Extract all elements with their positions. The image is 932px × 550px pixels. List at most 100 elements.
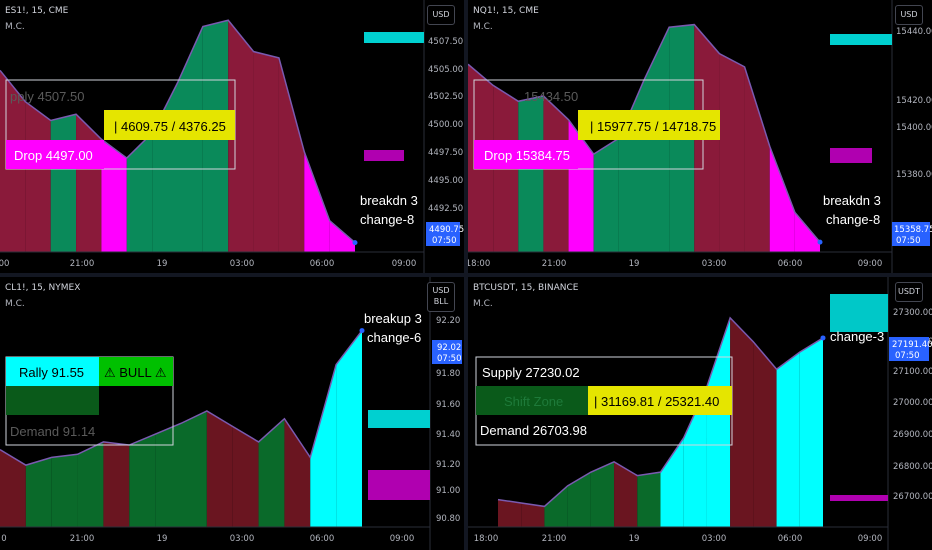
nq-y-ticks: 15440.00 15420.00 15400.00 15380.00 — [896, 27, 932, 180]
cl-area-segment — [181, 411, 207, 527]
btc-area-segment — [498, 499, 522, 527]
btc-shift-box — [476, 386, 588, 415]
cl-area-segment — [310, 364, 337, 527]
cl-indicator[interactable]: M.C. — [5, 299, 25, 309]
btc-area-segment — [614, 461, 638, 527]
es-symbol[interactable]: ES1!, 15, CME — [5, 6, 69, 16]
es-area-segment — [50, 114, 77, 252]
nq-area-segment — [744, 66, 770, 252]
chart-cl-svg[interactable]: Rally 91.55 ⚠ BULL ⚠ Demand 91.14 breaku… — [0, 277, 464, 550]
btc-demand-zone — [830, 495, 888, 501]
chart-btc-svg[interactable]: Supply 27230.02 Shift Zone | 31169.81 / … — [468, 277, 932, 550]
nq-area — [468, 23, 823, 253]
cl-y-tick-label: 92.20 — [436, 316, 460, 326]
cl-x-tick-label: 06:00 — [310, 534, 335, 544]
cl-currency-button[interactable]: USD BLL — [427, 282, 455, 312]
btc-area-segment — [521, 503, 545, 527]
cl-mid-box — [6, 386, 99, 415]
nq-area-segment — [593, 138, 619, 252]
es-indicator[interactable]: M.C. — [5, 22, 25, 32]
es-area-segment — [304, 151, 330, 252]
nq-y-tick-label: 15380.00 — [896, 170, 932, 180]
es-drop-box — [6, 140, 104, 169]
chart-panel-nq[interactable]: 15434.50 Drop 15384.75 | 15977.75 / 1471… — [468, 0, 932, 273]
chart-es-svg[interactable]: pply 4507.50 Drop 4497.00 | 4609.75 / 43… — [0, 0, 464, 273]
es-area-segment — [101, 139, 127, 252]
cl-area-segment — [25, 457, 52, 527]
nq-x-tick-label: 09:00 — [858, 259, 883, 269]
es-y-tick-label: 4505.00 — [428, 65, 463, 75]
chart-panel-es[interactable]: pply 4507.50 Drop 4497.00 | 4609.75 / 43… — [0, 0, 464, 273]
cl-y-tick-label: 91.80 — [436, 369, 460, 379]
cl-demand-zone — [368, 470, 430, 500]
cl-axis-bg — [430, 277, 464, 550]
cl-area — [0, 328, 365, 527]
chart-panel-btc[interactable]: Supply 27230.02 Shift Zone | 31169.81 / … — [468, 277, 932, 550]
btc-x-tick-label: 21:00 — [542, 534, 567, 544]
btc-supply-label: Supply 27230.02 — [482, 365, 580, 380]
es-annotation-1: breakdn 3 — [360, 193, 418, 208]
nq-currency-button[interactable]: USD — [895, 5, 923, 25]
nq-area-segment — [543, 95, 569, 252]
es-ratio-box — [104, 110, 235, 140]
btc-annotation-1: change-3 — [830, 329, 884, 344]
nq-y-tick-label: 15420.00 — [896, 96, 932, 106]
nq-area-segment — [518, 95, 544, 252]
es-area-segment — [253, 51, 279, 252]
nq-x-tick-label: 21:00 — [542, 259, 567, 269]
es-ratio-label: | 4609.75 / 4376.25 — [114, 119, 226, 134]
nq-symbol[interactable]: NQ1!, 15, CME — [473, 6, 539, 16]
nq-area-segment — [769, 146, 795, 252]
cl-area-segment — [336, 330, 362, 527]
nq-y-tick-label: 15400.00 — [896, 123, 932, 133]
cl-x-tick-label: 19 — [157, 534, 168, 544]
es-x-tick-label: 21:00 — [70, 259, 95, 269]
cl-series-line — [0, 330, 363, 466]
nq-x-tick-label: 18:00 — [468, 259, 490, 269]
btc-supply-zone — [830, 294, 888, 332]
btc-area-segment — [730, 317, 754, 527]
es-y-tick-label: 4497.50 — [428, 148, 463, 158]
cl-area-segment — [206, 411, 233, 527]
btc-x-ticks: 18:00 21:00 19 03:00 06:00 09:00 — [474, 534, 883, 544]
btc-y-tick-label: 27300.00 — [893, 308, 932, 318]
btc-x-tick-label: 06:00 — [778, 534, 803, 544]
chart-panel-cl[interactable]: Rally 91.55 ⚠ BULL ⚠ Demand 91.14 breaku… — [0, 277, 464, 550]
es-area-segment — [228, 20, 254, 253]
btc-y-tick-label: 26800.00 — [893, 462, 932, 472]
btc-last-point — [820, 335, 826, 341]
cl-x-ticks: 0 21:00 19 03:00 06:00 09:00 — [1, 534, 414, 544]
chart-nq-svg[interactable]: 15434.50 Drop 15384.75 | 15977.75 / 1471… — [468, 0, 932, 273]
cl-price-badge — [432, 340, 462, 364]
btc-time-badge-text: 07:50 — [895, 351, 920, 361]
cl-y-tick-label: 91.60 — [436, 400, 460, 410]
nq-indicator[interactable]: M.C. — [473, 22, 493, 32]
cl-y-tick-label: 90.80 — [436, 514, 460, 524]
nq-supply-label: 15434.50 — [524, 89, 578, 104]
btc-currency-button[interactable]: USDT — [895, 282, 923, 302]
btc-y-tick-label: 26700.00 — [893, 492, 932, 502]
es-supply-label: pply 4507.50 — [10, 89, 84, 104]
btc-shift-label: Shift Zone — [504, 394, 563, 409]
btc-y-tick-label: 27000.00 — [893, 398, 932, 408]
nq-annotation-2: change-8 — [826, 212, 880, 227]
es-last-point — [352, 240, 358, 246]
cl-bull-label: ⚠ BULL ⚠ — [104, 365, 167, 380]
es-y-tick-label: 4495.00 — [428, 176, 463, 186]
nq-x-ticks: 18:00 21:00 19 03:00 06:00 09:00 — [468, 259, 882, 269]
es-currency-button[interactable]: USD — [427, 5, 455, 25]
es-area-segment — [329, 220, 355, 252]
cl-x-tick-label: 0 — [1, 534, 6, 544]
btc-symbol[interactable]: BTCUSDT, 15, BINANCE — [473, 283, 579, 293]
es-demand-zone — [364, 150, 404, 161]
cl-y-tick-label: 91.00 — [436, 486, 460, 496]
cl-symbol[interactable]: CL1!, 15, NYMEX — [5, 283, 81, 293]
btc-area-segment — [799, 337, 823, 527]
btc-price-badge — [889, 337, 929, 361]
cl-area-segment — [232, 426, 259, 527]
nq-area-segment — [618, 80, 644, 252]
btc-x-tick-label: 09:00 — [858, 534, 883, 544]
btc-area-segment — [776, 352, 800, 527]
cl-supply-zone — [368, 410, 430, 428]
btc-indicator[interactable]: M.C. — [473, 299, 493, 309]
